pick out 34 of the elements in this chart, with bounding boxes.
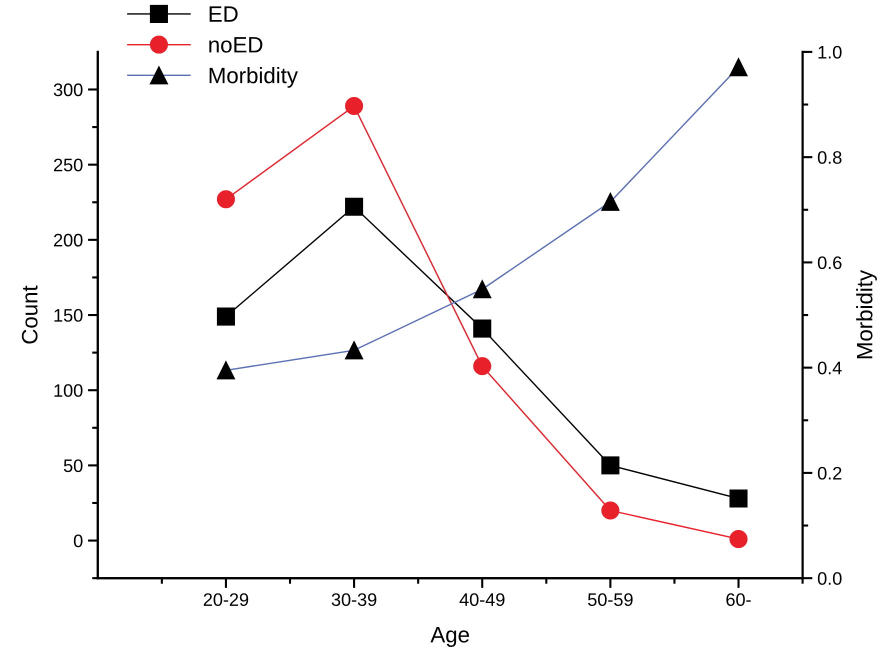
legend-label: Morbidity — [210, 67, 298, 88]
y2-tick-label: 0.4 — [818, 362, 842, 374]
y-tick-label: 150 — [54, 308, 83, 322]
y2-tick-label: 0.6 — [818, 256, 842, 270]
point — [216, 190, 235, 208]
x-tick-label: 60- — [726, 593, 751, 606]
y-tick-label: 100 — [54, 384, 83, 397]
y-tick-label: 300 — [54, 83, 83, 96]
x-tick-label: 20-29 — [204, 593, 248, 606]
y-axis-title: Count — [22, 286, 38, 344]
y-tick-label: 200 — [54, 234, 83, 247]
x-tick-label: 50-59 — [588, 593, 633, 606]
x-tick-label: 40-49 — [460, 593, 504, 606]
point — [729, 530, 748, 548]
y2-tick-label: 0.2 — [818, 466, 842, 480]
point — [601, 456, 620, 474]
y2-axis-title: Morbidity — [856, 270, 877, 358]
point — [216, 308, 235, 326]
x-axis-title: Age — [430, 627, 469, 647]
y2-tick-label: 1.0 — [818, 46, 842, 59]
x-tick-label: 30-39 — [332, 593, 376, 606]
point — [345, 198, 364, 216]
y-tick-label: 50 — [64, 459, 83, 472]
point — [729, 489, 748, 508]
legend-label: ED — [210, 6, 238, 22]
point — [473, 357, 492, 376]
point — [345, 97, 364, 116]
y2-tick-label: 0.8 — [818, 151, 842, 164]
y-tick-label: 0 — [74, 534, 82, 548]
legend-label: noED — [209, 37, 262, 53]
y-tick-label: 250 — [54, 158, 83, 172]
point — [601, 501, 620, 520]
point — [473, 320, 492, 338]
y2-tick-label: 0.0 — [818, 572, 842, 585]
